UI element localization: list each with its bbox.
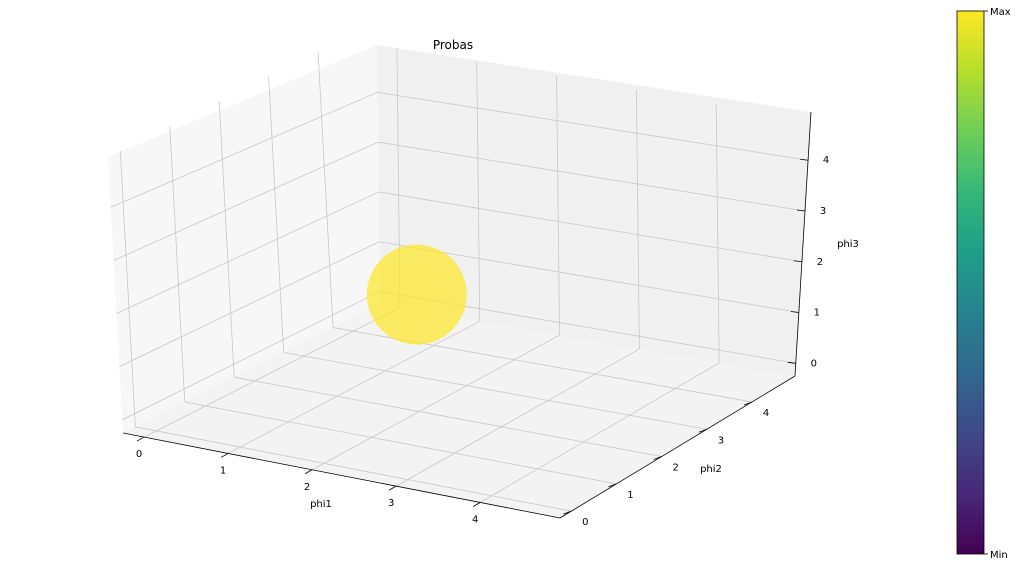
- z-tick-1: [790, 311, 799, 313]
- grid-z-left-3: [113, 141, 379, 261]
- grid-x-floor-2: [311, 334, 560, 471]
- grid-y-floor-1: [184, 401, 617, 485]
- grid-z-back-3: [378, 141, 806, 212]
- y-tick-label-2: 2: [672, 463, 678, 474]
- y-axis-label: phi2: [700, 464, 722, 475]
- axis-lines: [122, 111, 812, 519]
- x-tick-label-1: 1: [220, 465, 226, 476]
- pane-floor: [123, 304, 795, 518]
- z-tick-label-4: 4: [823, 155, 829, 166]
- z-tick-3: [796, 209, 806, 212]
- grid-z-left-2: [116, 191, 379, 314]
- grid-x-floor-4: [479, 362, 720, 503]
- grid-x-floor-0: [143, 307, 401, 438]
- y-tick-0: [563, 510, 572, 515]
- grid-z-back-2: [378, 191, 802, 263]
- grid-x-back-4: [715, 103, 720, 363]
- grid-z-left-0: [122, 291, 381, 421]
- grid-z-back-1: [379, 241, 799, 313]
- x-tick-2: [304, 469, 313, 475]
- y-tick-3: [698, 428, 708, 433]
- y-tick-1: [608, 483, 617, 488]
- x-axis-line: [122, 432, 561, 519]
- tick-labels: 0 1 2 3 4 0 1 2 3 4 0 1 2 3 4: [136, 155, 829, 528]
- colorbar-gradient: [956, 10, 985, 555]
- data-point-0: [366, 244, 467, 345]
- z-tick-0: [787, 361, 796, 364]
- x-tick-0: [136, 436, 145, 442]
- y-axis-line: [559, 375, 796, 519]
- grid-z-back-4: [377, 91, 809, 161]
- grid-x-floor-3: [395, 348, 640, 487]
- z-tick-label-3: 3: [820, 206, 826, 217]
- x-tick-label-0: 0: [136, 449, 142, 460]
- grid-y-floor-0: [135, 426, 572, 512]
- z-tick-label-2: 2: [817, 257, 823, 268]
- tick-marks: [136, 158, 809, 515]
- x-tick-label-2: 2: [304, 482, 310, 493]
- grid-y-left-3: [268, 76, 285, 353]
- y-tick-label-1: 1: [627, 490, 633, 501]
- z-axis-label: phi3: [837, 239, 859, 250]
- z-tick-2: [793, 260, 802, 263]
- pane-back: [377, 45, 811, 376]
- x-tick-4: [472, 502, 481, 507]
- x-axis-label: phi1: [310, 499, 332, 510]
- grid-z-left-4: [110, 91, 378, 208]
- grid-lines: [110, 48, 809, 512]
- axis-panes: [108, 45, 811, 518]
- grid-z-left-1: [119, 241, 380, 368]
- grid-y-floor-3: [283, 351, 707, 430]
- colorbar-label-max: Max: [990, 7, 1011, 18]
- z-tick-label-0: 0: [811, 358, 817, 369]
- pane-left: [108, 45, 380, 433]
- x-tick-1: [220, 453, 229, 458]
- chart-title: Probas: [433, 38, 473, 52]
- grid-y-floor-2: [234, 376, 662, 457]
- z-axis-line: [794, 111, 812, 377]
- z-tick-4: [800, 158, 809, 161]
- y-tick-4: [743, 401, 753, 406]
- z-tick-label-1: 1: [814, 308, 820, 319]
- y-tick-label-4: 4: [763, 408, 769, 419]
- grid-x-back-1: [476, 62, 481, 322]
- y-tick-label-3: 3: [718, 435, 724, 446]
- grid-y-left-1: [169, 125, 186, 403]
- colorbar-label-min: Min: [990, 550, 1008, 561]
- grid-y-left-4: [317, 51, 334, 328]
- grid-x-floor-1: [227, 320, 480, 454]
- grid-x-back-2: [556, 76, 560, 336]
- data-points: [366, 244, 467, 345]
- x-tick-label-3: 3: [388, 498, 394, 509]
- colorbar: Max Min: [956, 7, 1011, 561]
- x-tick-label-4: 4: [472, 514, 478, 525]
- grid-y-left-2: [218, 101, 235, 378]
- y-tick-label-0: 0: [582, 517, 588, 528]
- y-tick-2: [653, 456, 662, 460]
- grid-y-left-0: [119, 150, 136, 427]
- x-tick-3: [388, 485, 397, 491]
